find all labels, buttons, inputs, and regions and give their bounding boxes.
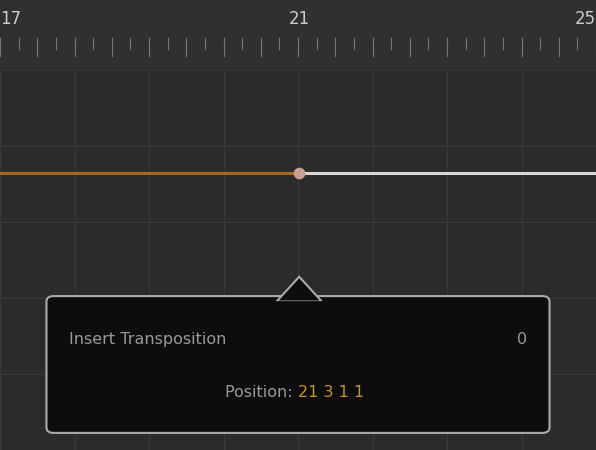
Text: Position:: Position:	[225, 385, 298, 400]
Text: Insert Transposition: Insert Transposition	[69, 332, 226, 347]
Text: 0: 0	[517, 332, 527, 347]
Text: 21: 21	[288, 10, 310, 28]
Text: 17: 17	[0, 10, 21, 28]
Polygon shape	[277, 277, 322, 302]
Point	[294, 170, 304, 177]
FancyBboxPatch shape	[46, 296, 550, 433]
Bar	[0, 0, 596, 38]
Text: 25: 25	[575, 10, 596, 28]
Bar	[0, 38, 596, 70]
Text: 21 3 1 1: 21 3 1 1	[298, 385, 364, 400]
